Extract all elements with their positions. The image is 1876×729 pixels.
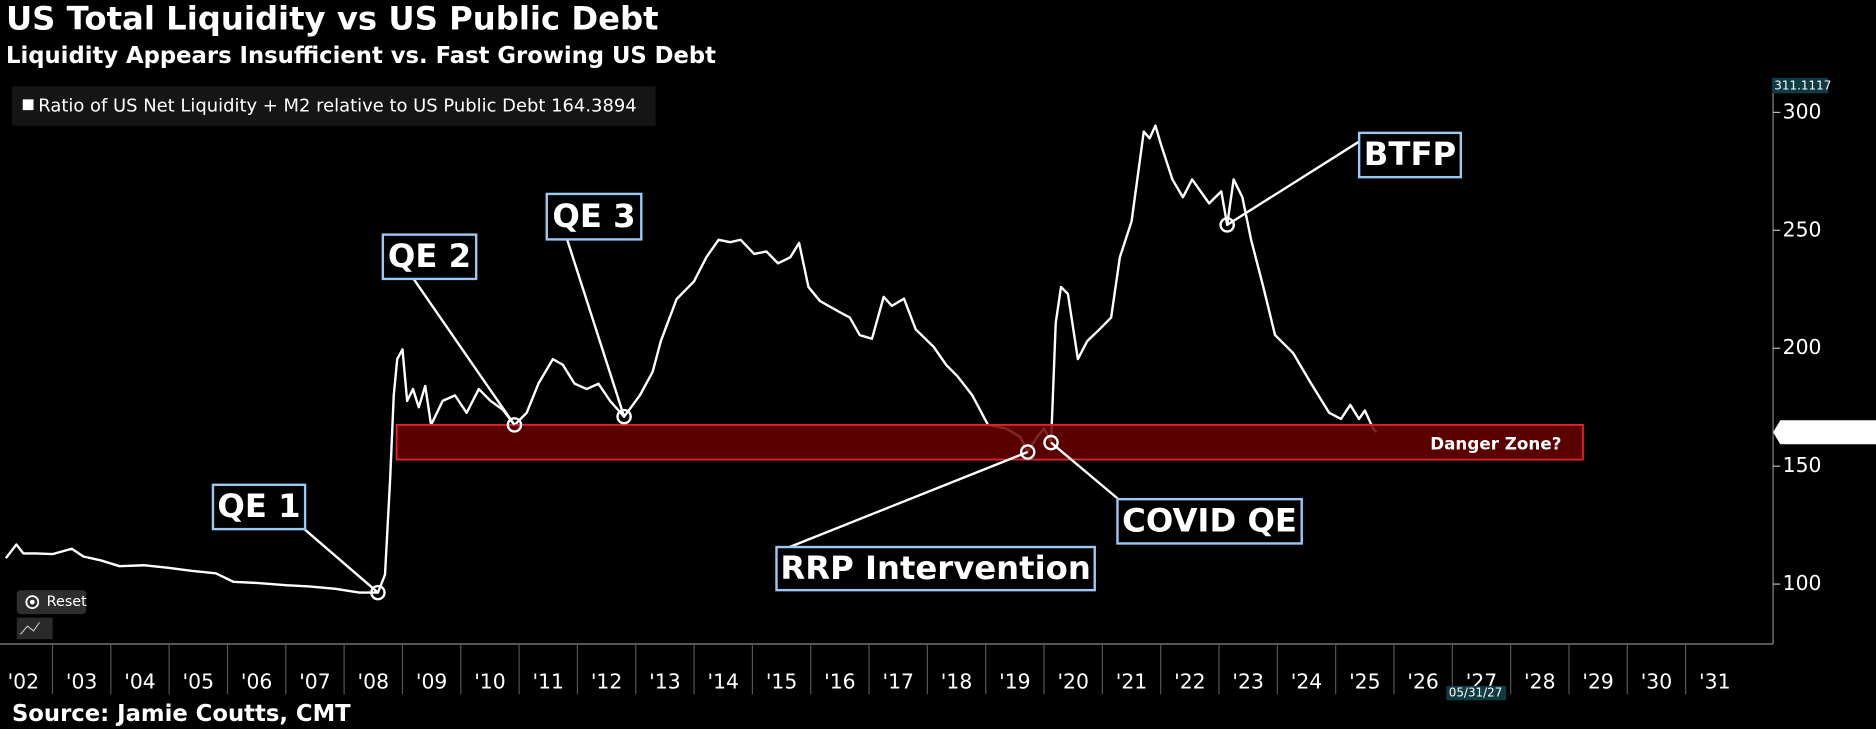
y-tick-label: 300 [1783, 99, 1822, 123]
chart-type-icon[interactable] [19, 622, 40, 635]
annotation-leader [789, 450, 1029, 549]
x-tick-label: '10 [474, 669, 505, 693]
x-tick-label: '19 [999, 669, 1030, 693]
reset-icon[interactable] [25, 595, 40, 609]
last-value-tag [1773, 420, 1876, 445]
chart-subtitle: Liquidity Appears Insufficient vs. Fast … [6, 43, 716, 69]
x-tick-label: '17 [882, 669, 913, 693]
x-tick-label: '23 [1232, 669, 1263, 693]
y-tick-label: 200 [1783, 335, 1822, 359]
chart-type-button[interactable] [16, 617, 53, 640]
legend-swatch [22, 99, 34, 111]
annotation-label: QE 1 [217, 487, 300, 525]
annotation-label: RRP Intervention [780, 549, 1090, 587]
annotation-label: COVID QE [1122, 502, 1297, 540]
legend-name: Ratio of US Net Liquidity + M2 relative … [38, 96, 545, 117]
y-max-label: 311.1117 [1774, 79, 1831, 93]
annotation-box [545, 192, 643, 241]
x-tick-label: '09 [416, 669, 447, 693]
x-tick-label: '13 [649, 669, 680, 693]
cursor-date-label: 05/31/27 [1449, 686, 1503, 700]
x-tick-label: '28 [1524, 669, 1555, 693]
x-tick-label: '07 [299, 669, 330, 693]
annotation-point [1043, 434, 1059, 451]
x-tick-label: '04 [124, 669, 155, 693]
annotation-box [381, 233, 478, 281]
x-tick-label: '12 [591, 669, 622, 693]
y-tick-label: 250 [1783, 217, 1822, 241]
legend-entry: Ratio of US Net Liquidity + M2 relative … [38, 96, 636, 117]
x-tick-label: '16 [824, 669, 855, 693]
annotation-point [1219, 217, 1235, 233]
x-tick-label: '26 [1407, 669, 1438, 693]
reset-label[interactable]: Reset [47, 594, 87, 610]
annotation-leader [1050, 441, 1121, 502]
x-tick-label: '20 [1057, 669, 1088, 693]
annotation-point [1019, 444, 1036, 460]
annotation-label: BTFP [1364, 135, 1456, 173]
y-tick-label: 150 [1783, 453, 1822, 477]
x-tick-label: '15 [766, 669, 797, 693]
chart-title: US Total Liquidity vs US Public Debt [6, 0, 659, 37]
legend-value: 164.3894 [551, 96, 637, 117]
x-tick-label: '05 [183, 669, 214, 693]
x-tick-label: '18 [941, 669, 972, 693]
x-tick-label: '30 [1641, 669, 1672, 693]
x-tick-label: '14 [708, 669, 739, 693]
x-tick-label: '31 [1699, 669, 1730, 693]
x-tick-label: '11 [533, 669, 564, 693]
reset-button[interactable]: Reset [16, 590, 87, 615]
x-tick-label: '03 [66, 669, 97, 693]
x-tick-label: '22 [1174, 669, 1205, 693]
y-tick-label: 100 [1783, 571, 1822, 595]
cursor-date-tag [1446, 685, 1507, 701]
annotation-point [616, 408, 632, 425]
x-tick-label: '06 [241, 669, 272, 693]
annotation-box [775, 545, 1096, 592]
annotation-box [211, 483, 307, 531]
annotation-leader [1226, 139, 1363, 226]
last-value-label: 164.3894 [1783, 420, 1876, 444]
series-line [4, 124, 1378, 594]
annotation-point [370, 584, 386, 601]
x-tick-label: '24 [1291, 669, 1322, 693]
danger-band-label: Danger Zone? [1430, 434, 1561, 454]
y-max-tag [1771, 77, 1829, 94]
x-tick-label: '29 [1582, 669, 1613, 693]
annotation-leader [565, 239, 626, 418]
x-tick-label: '02 [8, 669, 39, 693]
x-tick-label: '21 [1116, 669, 1147, 693]
x-tick-label: '25 [1349, 669, 1380, 693]
danger-band [395, 424, 1584, 461]
x-tick-label: '08 [358, 669, 389, 693]
annotation-point [506, 417, 523, 433]
annotation-label: QE 2 [388, 237, 471, 275]
reset-icon-dot[interactable] [29, 599, 35, 605]
source: Source: Jamie Coutts, CMT [12, 701, 351, 727]
annotation-leader [411, 277, 516, 426]
annotation-box [1357, 131, 1463, 179]
annotation-leader [300, 525, 379, 594]
legend-box [11, 86, 656, 126]
annotation-box [1116, 497, 1303, 545]
annotation-label: QE 3 [552, 197, 635, 235]
